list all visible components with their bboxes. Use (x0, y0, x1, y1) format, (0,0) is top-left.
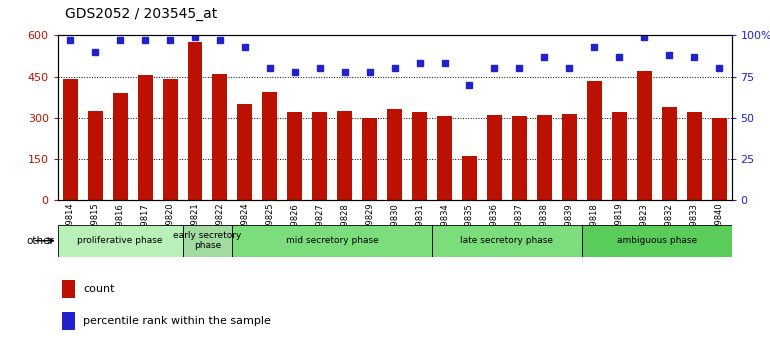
Bar (337, 111, 352, 200)
Bar (62, 312, 75, 330)
Bar (432, 225, 582, 257)
Text: percentile rank within the sample: percentile rank within the sample (83, 316, 271, 326)
Bar (562, 114, 577, 200)
Bar (437, 116, 452, 200)
Bar (661, 107, 677, 200)
Bar (587, 81, 601, 200)
Bar (537, 115, 552, 200)
Bar (62, 280, 75, 298)
Bar (611, 112, 627, 200)
Bar (687, 112, 701, 200)
Text: other: other (26, 236, 54, 246)
Bar (487, 115, 502, 200)
Bar (412, 112, 427, 200)
Bar (233, 225, 432, 257)
Text: mid secretory phase: mid secretory phase (286, 236, 379, 245)
Bar (138, 75, 152, 200)
Bar (711, 118, 727, 200)
Bar (182, 225, 233, 257)
Text: GDS2052 / 203545_at: GDS2052 / 203545_at (65, 7, 218, 21)
Bar (62, 79, 78, 200)
Bar (512, 116, 527, 200)
Bar (582, 225, 732, 257)
Bar (162, 79, 178, 200)
Bar (237, 104, 253, 200)
Text: ambiguous phase: ambiguous phase (617, 236, 697, 245)
Bar (362, 118, 377, 200)
Bar (462, 156, 477, 200)
Text: proliferative phase: proliferative phase (77, 236, 163, 245)
Bar (58, 225, 182, 257)
Bar (112, 93, 128, 200)
Bar (387, 109, 402, 200)
Bar (213, 74, 227, 200)
Bar (637, 71, 651, 200)
Bar (313, 112, 327, 200)
Bar (263, 92, 277, 200)
Text: early secretory
phase: early secretory phase (173, 231, 242, 250)
Text: count: count (83, 284, 115, 294)
Text: late secretory phase: late secretory phase (460, 236, 554, 245)
Bar (88, 111, 102, 200)
Bar (287, 112, 303, 200)
Bar (188, 42, 203, 200)
